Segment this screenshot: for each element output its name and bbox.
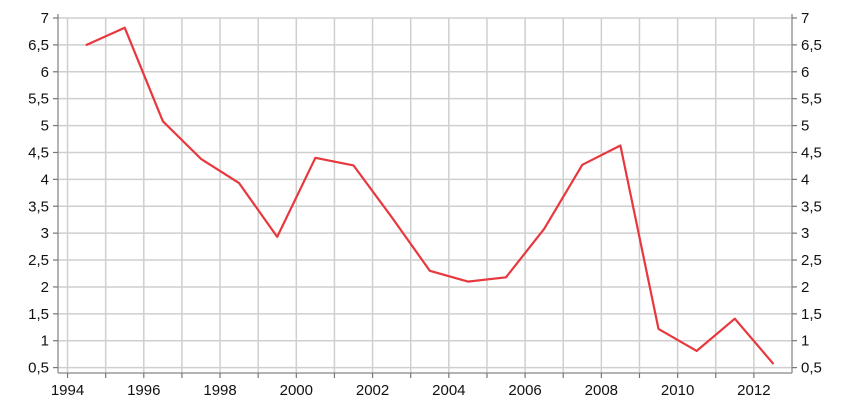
y-tick-label-right: 3 bbox=[801, 225, 809, 242]
x-tick-label: 2012 bbox=[737, 382, 770, 399]
x-tick-label: 1994 bbox=[51, 382, 84, 399]
y-tick-label-right: 5 bbox=[801, 118, 809, 135]
y-tick-label-right: 4 bbox=[801, 171, 809, 188]
y-tick-label-left: 7 bbox=[41, 10, 49, 27]
x-tick-label: 2010 bbox=[661, 382, 694, 399]
y-tick-label-left: 0,5 bbox=[28, 360, 49, 377]
x-tick-label: 1998 bbox=[203, 382, 236, 399]
y-tick-label-right: 2,5 bbox=[801, 252, 822, 269]
axes-layer bbox=[53, 14, 797, 378]
x-tick-label: 2000 bbox=[280, 382, 313, 399]
series-layer bbox=[85, 26, 775, 365]
y-tick-label-right: 4,5 bbox=[801, 144, 822, 161]
grid-layer bbox=[58, 17, 792, 373]
labels-layer: 0,5 0,5 1 1 1,5 1,5 2 2 2,5 2,5 3 3 3,5 3,5 4 4 4,5 4,5 5 5… bbox=[28, 10, 822, 399]
y-tick-label-right: 1,5 bbox=[801, 306, 822, 323]
y-tick-label-left: 1 bbox=[41, 333, 49, 350]
y-tick-label-left: 5 bbox=[41, 118, 49, 135]
series-line bbox=[85, 26, 775, 365]
y-tick-label-left: 5,5 bbox=[28, 91, 49, 108]
y-tick-label-right: 5,5 bbox=[801, 91, 822, 108]
y-tick-label-right: 3,5 bbox=[801, 198, 822, 215]
y-tick-label-right: 7 bbox=[801, 10, 809, 27]
y-tick-label-left: 1,5 bbox=[28, 306, 49, 323]
y-tick-label-left: 2,5 bbox=[28, 252, 49, 269]
x-tick-label: 2008 bbox=[585, 382, 618, 399]
y-tick-label-right: 1 bbox=[801, 333, 809, 350]
y-tick-label-left: 4 bbox=[41, 171, 49, 188]
y-tick-label-left: 2 bbox=[41, 279, 49, 296]
y-tick-label-right: 6 bbox=[801, 64, 809, 81]
y-tick-label-right: 6,5 bbox=[801, 37, 822, 54]
y-tick-label-left: 3 bbox=[41, 225, 49, 242]
x-tick-label: 2006 bbox=[508, 382, 541, 399]
y-tick-label-right: 0,5 bbox=[801, 360, 822, 377]
y-tick-label-left: 4,5 bbox=[28, 144, 49, 161]
y-tick-label-right: 2 bbox=[801, 279, 809, 296]
y-tick-label-left: 6 bbox=[41, 64, 49, 81]
x-tick-label: 2004 bbox=[432, 382, 465, 399]
y-tick-label-left: 6,5 bbox=[28, 37, 49, 54]
y-tick-label-left: 3,5 bbox=[28, 198, 49, 215]
x-tick-label: 1996 bbox=[127, 382, 160, 399]
x-tick-label: 2002 bbox=[356, 382, 389, 399]
